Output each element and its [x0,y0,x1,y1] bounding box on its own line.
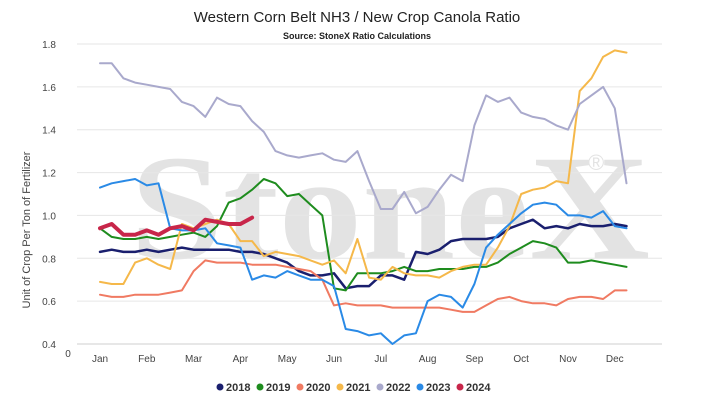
series-line-2023 [99,178,628,345]
legend-marker-2019 [256,383,264,391]
series-line-2022 [99,62,628,215]
legend-marker-2023 [416,383,424,391]
legend-marker-2021 [336,383,344,391]
legend-label-2019: 2019 [266,382,290,394]
x-tick-label: Feb [138,354,156,365]
y-tick-label: 1.0 [42,211,56,222]
y-tick-label: 0.8 [42,254,56,265]
x-tick-label: Jul [374,354,387,365]
series-lines [98,49,628,345]
legend-label-2024: 2024 [466,382,491,394]
x-tick-label: Mar [185,354,203,365]
x-tick-label: Jan [92,354,108,365]
chart-title: Western Corn Belt NH3 / New Crop Canola … [194,9,521,26]
watermark-registered-mark: ® [588,150,604,175]
x-tick-label: Jun [326,354,342,365]
y-tick-label: 1.2 [42,169,56,180]
legend-marker-2022 [376,383,384,391]
legend-label-2020: 2020 [306,382,330,394]
y-tick-label: 1.8 [42,40,56,51]
axes: 0.4 0.6 0.8 1.0 1.2 1.4 1.6 1.8 Jan Feb Mar Apr May J… [42,40,662,365]
x-tick-label: Dec [606,354,624,365]
legend-label-2022: 2022 [386,382,410,394]
legend-marker-2018 [216,383,224,391]
y-tick-label: 1.6 [42,83,56,94]
series-line-2024 [98,215,255,237]
x-tick-label: Nov [559,354,577,365]
x-origin-label: 0 [65,349,71,360]
x-tick-label: Apr [233,354,249,365]
legend-label-2021: 2021 [346,382,370,394]
series-line-2019 [99,178,628,292]
series-line-2020 [99,259,628,313]
x-tick-label: Oct [513,354,529,365]
x-tick-label: May [278,354,297,365]
y-tick-label: 0.6 [42,297,56,308]
legend-marker-2020 [296,383,304,391]
legend-label-2018: 2018 [226,382,250,394]
legend: 2018 2019 2020 2021 2022 2023 2024 [216,382,491,394]
x-tick-label: Sep [466,354,484,365]
y-axis-label: Unit of Crop Per Ton of Fertilizer [21,151,33,308]
y-tick-label: 1.4 [42,126,56,137]
legend-label-2023: 2023 [426,382,450,394]
legend-marker-2024 [456,383,464,391]
y-tick-label: 0.4 [42,340,56,351]
series-line-2018 [98,218,628,290]
chart-subtitle: Source: StoneX Ratio Calculations [283,31,431,41]
x-tick-label: Aug [419,354,437,365]
